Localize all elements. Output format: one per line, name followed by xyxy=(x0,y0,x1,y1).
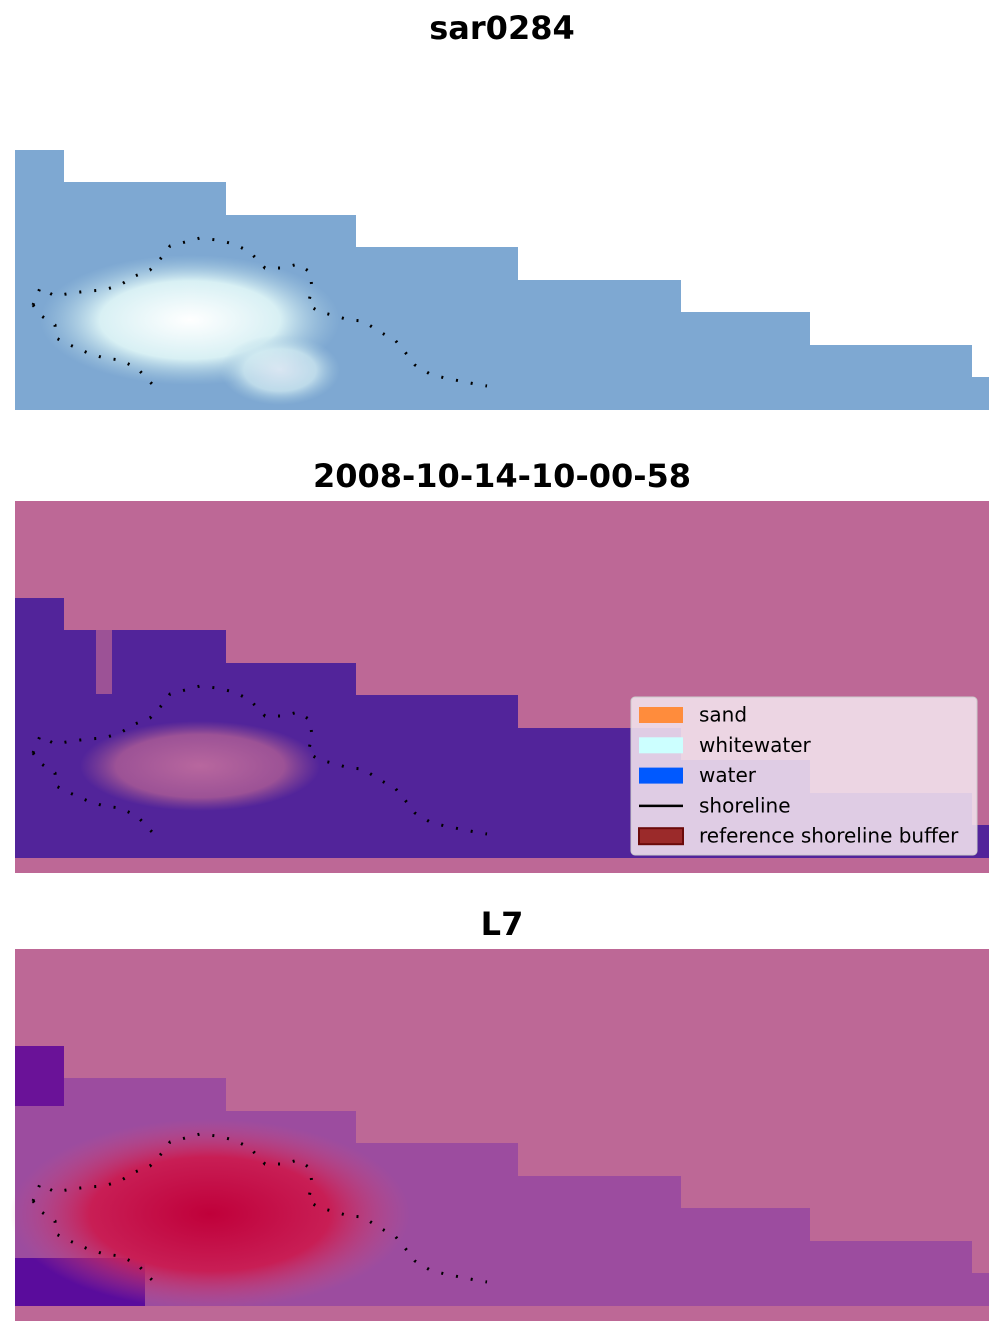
blob xyxy=(80,721,320,811)
whitewater-blob xyxy=(220,335,340,405)
legend-label: sand xyxy=(699,703,747,727)
legend-box xyxy=(630,696,978,856)
strip xyxy=(15,1306,989,1321)
strip xyxy=(15,858,989,873)
legend-label: reference shoreline buffer xyxy=(699,824,959,848)
shoreline xyxy=(31,304,155,387)
panel-title: sar0284 xyxy=(429,9,574,47)
shoreline xyxy=(31,1200,155,1283)
legend-label: water xyxy=(699,763,757,787)
legend-label: whitewater xyxy=(699,733,811,757)
legend-swatch xyxy=(639,767,683,784)
legend-swatch xyxy=(639,707,683,723)
panel-title: L7 xyxy=(481,905,524,943)
legend-swatch xyxy=(638,827,684,846)
blob xyxy=(96,630,112,694)
panel-title: 2008-10-14-10-00-58 xyxy=(313,457,691,495)
legend: sand whitewater water shoreline reference sh… xyxy=(630,696,978,856)
legend-swatch xyxy=(639,737,683,754)
blob xyxy=(10,1119,410,1309)
legend-label: shoreline xyxy=(699,793,791,817)
shoreline xyxy=(31,752,155,835)
blob xyxy=(15,1046,64,1106)
